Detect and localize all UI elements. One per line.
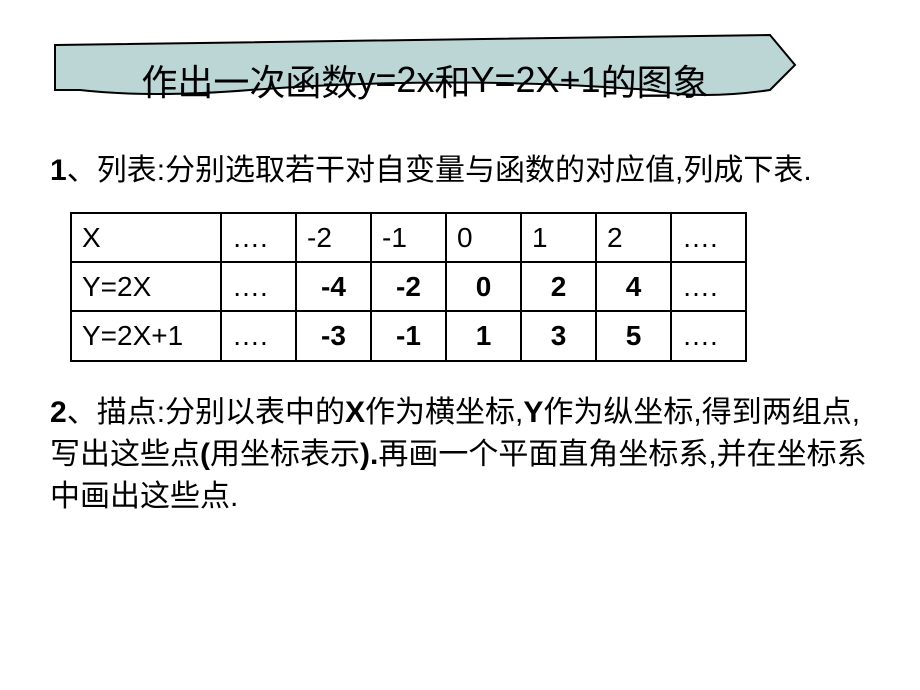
title-banner: 作出一次函数y=2x和Y=2X+1的图象 (50, 30, 800, 130)
table-row: Y=2X+1 …. -3 -1 1 3 5 …. (71, 311, 746, 360)
step2-text-a: 分别以表中的 (165, 396, 345, 429)
step1-label: 列表 (97, 154, 157, 187)
table-cell: 2 (596, 213, 671, 262)
step2-x: X (345, 396, 365, 429)
step1-block: 1、列表:分别选取若干对自变量与函数的对应值,列成下表. (50, 150, 870, 192)
table-cell: …. (221, 213, 296, 262)
table-row: X …. -2 -1 0 1 2 …. (71, 213, 746, 262)
table-cell: …. (671, 311, 746, 360)
data-table: X …. -2 -1 0 1 2 …. Y=2X …. -4 -2 0 2 4 … (70, 212, 747, 362)
step2-text-b: 作为横坐标, (365, 396, 523, 429)
title-prefix: 作出一次函数 (141, 54, 357, 106)
table-cell: 1 (446, 311, 521, 360)
step2-paren-close: ). (360, 438, 378, 471)
step1-sep: 、 (67, 154, 97, 187)
step1-text: 分别选取若干对自变量与函数的对应值,列成下表. (165, 154, 812, 187)
table-cell: 0 (446, 213, 521, 262)
table-cell: 0 (446, 262, 521, 311)
title-eq1: y=2x (357, 59, 434, 101)
table-cell: …. (221, 311, 296, 360)
table-cell: -1 (371, 311, 446, 360)
table-cell: 1 (521, 213, 596, 262)
table-cell: Y=2X (71, 262, 221, 311)
table-cell: Y=2X+1 (71, 311, 221, 360)
step2-y: Y (523, 396, 543, 429)
step1-num: 1 (50, 154, 67, 187)
step2-sep: 、 (67, 396, 97, 429)
step2-num: 2 (50, 396, 67, 429)
title-text: 作出一次函数y=2x和Y=2X+1的图象 (50, 30, 800, 130)
table-cell: 4 (596, 262, 671, 311)
table-cell: -2 (371, 262, 446, 311)
table-cell: …. (671, 262, 746, 311)
table-cell: 2 (521, 262, 596, 311)
title-suffix: 的图象 (601, 54, 709, 106)
table-cell: -2 (296, 213, 371, 262)
table-cell: X (71, 213, 221, 262)
table-cell: -3 (296, 311, 371, 360)
table-cell: -4 (296, 262, 371, 311)
step2-text-d: 用坐标表示 (210, 438, 360, 471)
table-cell: …. (671, 213, 746, 262)
step2-block: 2、描点:分别以表中的X作为横坐标,Y作为纵坐标,得到两组点,写出这些点(用坐标… (50, 392, 870, 518)
step1-colon: : (157, 154, 165, 187)
step2-label: 描点 (97, 396, 157, 429)
table-cell: 3 (521, 311, 596, 360)
table-cell: 5 (596, 311, 671, 360)
title-eq2: Y=2X+1 (470, 59, 600, 101)
step2-paren-open: ( (200, 438, 210, 471)
title-mid: 和 (434, 54, 470, 106)
table-row: Y=2X …. -4 -2 0 2 4 …. (71, 262, 746, 311)
step2-colon: : (157, 396, 165, 429)
table-cell: …. (221, 262, 296, 311)
table-cell: -1 (371, 213, 446, 262)
content-area: 1、列表:分别选取若干对自变量与函数的对应值,列成下表. X …. -2 -1 … (50, 150, 870, 518)
